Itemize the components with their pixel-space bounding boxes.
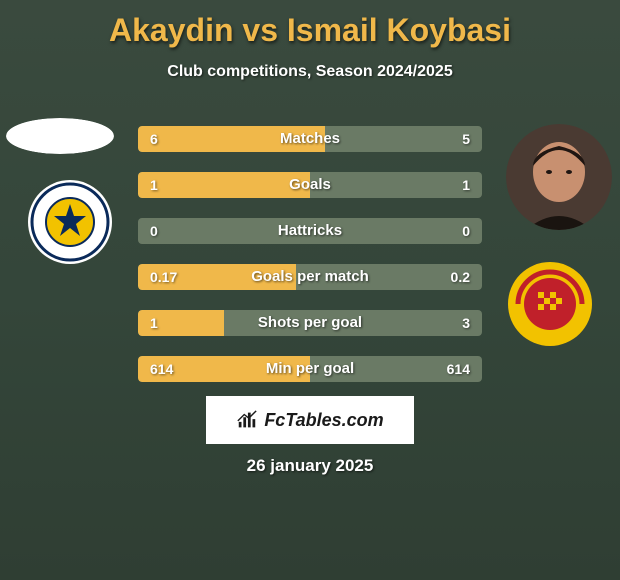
- player-right-avatar: [506, 124, 612, 230]
- brand-box[interactable]: FcTables.com: [206, 396, 414, 444]
- content-root: Akaydin vs Ismail Koybasi Club competiti…: [0, 0, 620, 580]
- player-left-avatar: [6, 118, 114, 154]
- stat-label: Shots per goal: [138, 310, 482, 336]
- stat-row: 0Hattricks0: [138, 218, 482, 244]
- stat-row: 1Shots per goal3: [138, 310, 482, 336]
- page-title: Akaydin vs Ismail Koybasi: [0, 0, 620, 49]
- brand-text: FcTables.com: [264, 410, 383, 431]
- stat-label: Goals: [138, 172, 482, 198]
- stat-label: Goals per match: [138, 264, 482, 290]
- stat-value-right: 614: [447, 356, 470, 382]
- stat-label: Hattricks: [138, 218, 482, 244]
- stat-row: 0.17Goals per match0.2: [138, 264, 482, 290]
- avatar-placeholder-icon: [6, 118, 114, 154]
- date-text: 26 january 2025: [0, 456, 620, 476]
- stat-value-right: 0.2: [451, 264, 470, 290]
- stat-value-right: 0: [462, 218, 470, 244]
- stat-row: 614Min per goal614: [138, 356, 482, 382]
- stat-value-right: 1: [462, 172, 470, 198]
- stat-row: 1Goals1: [138, 172, 482, 198]
- stat-label: Matches: [138, 126, 482, 152]
- stat-row: 6Matches5: [138, 126, 482, 152]
- chart-icon: [236, 409, 258, 431]
- stat-label: Min per goal: [138, 356, 482, 382]
- stat-value-right: 5: [462, 126, 470, 152]
- player-left-club-badge: [28, 180, 112, 269]
- club-badge-icon: [28, 180, 112, 264]
- stat-bars: 6Matches5 1Goals1 0Hattricks0 0.17Goals per…: [138, 126, 482, 402]
- subtitle: Club competitions, Season 2024/2025: [0, 63, 620, 81]
- stat-value-right: 3: [462, 310, 470, 336]
- club-badge-icon: [508, 262, 592, 346]
- player-right-club-badge: [508, 262, 592, 351]
- player-photo-icon: [506, 124, 612, 230]
